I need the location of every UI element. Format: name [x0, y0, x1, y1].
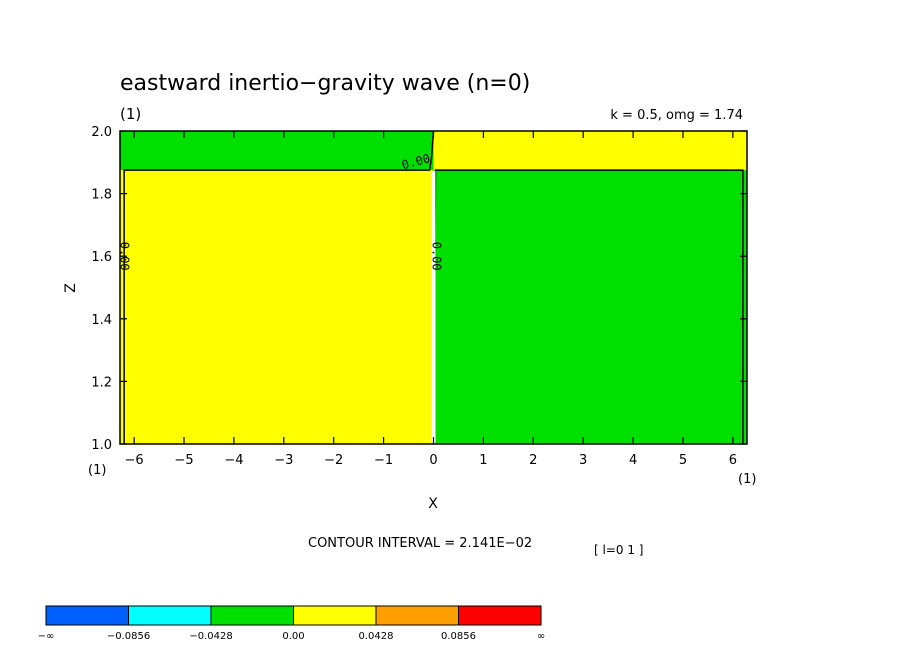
x-axis-ticks: −6 −5 −4 −3 −2 −1 0 1 2 3 4 5 6 — [125, 131, 737, 468]
contour-label-1: 0.00 — [429, 242, 443, 271]
colorbar — [45, 605, 542, 626]
y-tick-label-3: 1.6 — [91, 250, 112, 265]
x-tick-label-1: −5 — [174, 453, 193, 468]
x-tick-label-10: 4 — [629, 453, 637, 468]
x-tick-label-11: 5 — [679, 453, 687, 468]
region-1 — [120, 131, 434, 171]
zero-contour-left — [123, 130, 435, 444]
colorbar-swatch-1 — [128, 605, 212, 626]
x-tick-label-7: 1 — [479, 453, 487, 468]
colorbar-label-5: 0.0856 — [441, 631, 476, 642]
x-unit-right: (1) — [738, 472, 756, 487]
x-tick-label-2: −4 — [224, 453, 243, 468]
colorbar-label-2: −0.0428 — [189, 631, 232, 642]
colorbar-swatch-5 — [458, 605, 542, 626]
index-text: [ l=0 1 ] — [594, 543, 643, 557]
colorbar-swatch-2 — [210, 605, 294, 626]
colorbar-swatch-0 — [45, 605, 129, 626]
zero-gap — [431, 171, 436, 491]
x-axis-label: X — [428, 496, 438, 512]
x-tick-label-9: 3 — [579, 453, 587, 468]
panel-label: (1) — [120, 105, 141, 123]
contour-interval-text: CONTOUR INTERVAL = 2.141E−02 — [308, 536, 532, 551]
region-3 — [433, 131, 747, 171]
y-tick-label-2: 1.4 — [91, 313, 112, 328]
colorbar-swatch-4 — [375, 605, 459, 626]
colorbar-label-0: −∞ — [38, 631, 55, 642]
y-tick-label-0: 1.0 — [91, 438, 112, 453]
x-tick-label-8: 2 — [529, 453, 537, 468]
x-tick-label-6: 0 — [429, 453, 437, 468]
y-axis-label: Z — [63, 283, 79, 293]
x-tick-label-0: −6 — [125, 453, 144, 468]
y-tick-label-1: 1.2 — [91, 375, 112, 390]
y-axis-ticks: 1.0 1.2 1.4 1.6 1.8 2.0 — [91, 125, 747, 453]
chart-title: eastward inertio−gravity wave (n=0) — [120, 71, 530, 96]
y-tick-label-5: 2.0 — [91, 125, 112, 140]
x-tick-label-5: −1 — [374, 453, 393, 468]
y-tick-label-4: 1.8 — [91, 188, 112, 203]
colorbar-label-3: 0.00 — [282, 631, 304, 642]
color-regions — [120, 131, 747, 444]
colorbar-labels: −∞ −0.0856 −0.0428 0.00 0.0428 0.0856 ∞ — [38, 631, 546, 642]
colorbar-label-4: 0.0428 — [359, 631, 394, 642]
colorbar-swatch-3 — [293, 605, 377, 626]
x-tick-label-3: −3 — [274, 453, 293, 468]
region-0 — [120, 170, 434, 444]
contour-lines — [123, 130, 744, 491]
region-2 — [433, 170, 747, 444]
params-label: k = 0.5, omg = 1.74 — [610, 108, 743, 123]
x-tick-label-4: −2 — [324, 453, 343, 468]
x-tick-label-12: 6 — [729, 453, 737, 468]
x-unit-left: (1) — [88, 463, 106, 478]
colorbar-label-6: ∞ — [537, 631, 545, 642]
colorbar-label-1: −0.0856 — [107, 631, 150, 642]
